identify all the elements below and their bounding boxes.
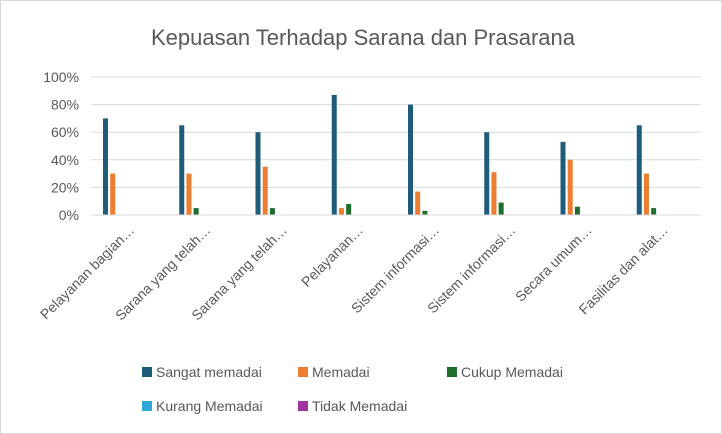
bar [415, 191, 421, 215]
y-tick-label: 60% [51, 124, 79, 140]
bar [255, 132, 261, 215]
legend-label: Sangat memadai [156, 364, 262, 380]
bar [567, 159, 573, 215]
bar [179, 125, 185, 215]
bar [103, 118, 108, 215]
bar [484, 132, 490, 215]
y-axis-ticks: 0% 20% 40% 60% 80% 100% [43, 69, 79, 223]
y-tick-label: 20% [51, 179, 79, 195]
bar [651, 208, 657, 215]
bars [103, 94, 657, 215]
bar [346, 203, 352, 215]
legend-swatch [447, 367, 457, 377]
bar [498, 202, 504, 215]
bar [269, 208, 275, 215]
legend: Sangat memadai Memadai Cukup Memadai Kurang… [142, 364, 563, 414]
bar [574, 206, 580, 215]
y-tick-label: 0% [59, 207, 79, 223]
bar [262, 166, 268, 215]
bar [643, 173, 649, 215]
legend-swatch [298, 367, 308, 377]
legend-label: Memadai [312, 364, 370, 380]
legend-label: Kurang Memadai [156, 398, 263, 414]
bar [636, 125, 642, 215]
bar [338, 208, 344, 215]
y-tick-label: 40% [51, 152, 79, 168]
chart-title: Kepuasan Terhadap Sarana dan Prasarana [151, 25, 576, 50]
gridlines [91, 76, 701, 188]
x-axis-categories: Pelayanan bagian…Sarana yang telah…Saran… [37, 222, 671, 324]
bar [110, 173, 116, 215]
x-category-label: Secara umum… [512, 222, 595, 305]
legend-label: Tidak Memadai [312, 398, 407, 414]
bar [331, 94, 337, 215]
y-tick-label: 100% [43, 69, 79, 85]
x-category-label: Pelayanan… [298, 222, 366, 290]
legend-swatch [298, 401, 308, 411]
bar [560, 141, 566, 215]
legend-swatch [142, 367, 152, 377]
bar [186, 173, 192, 215]
bar [491, 172, 497, 215]
bar [422, 210, 428, 215]
bar [408, 104, 413, 215]
bar [193, 208, 199, 215]
legend-swatch [142, 401, 152, 411]
legend-label: Cukup Memadai [461, 364, 563, 380]
y-tick-label: 80% [51, 97, 79, 113]
